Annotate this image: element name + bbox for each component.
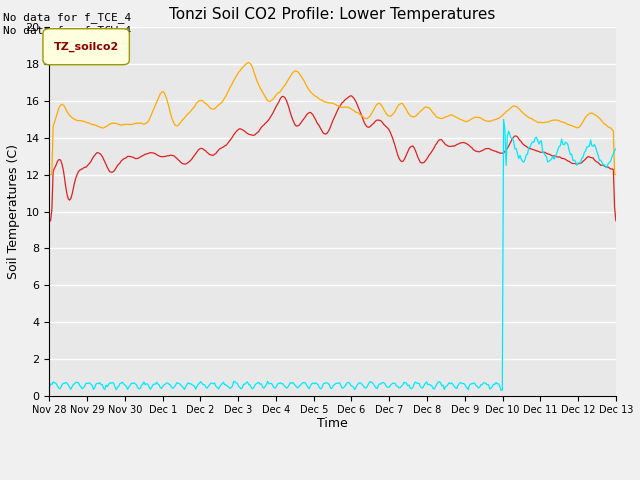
Tree −8cm — [45, 172, 53, 178]
Tree −8cm — [604, 124, 612, 130]
Tree2 −8cm — [45, 384, 53, 390]
Tree2 −8cm — [109, 380, 116, 385]
Legend: Open −8cm, Tree −8cm, Tree2 −8cm: Open −8cm, Tree −8cm, Tree2 −8cm — [149, 478, 516, 480]
Tree −8cm — [245, 60, 253, 65]
Line: Tree −8cm: Tree −8cm — [49, 62, 616, 175]
Tree2 −8cm — [497, 387, 505, 393]
Tree −8cm — [140, 121, 148, 127]
Open −8cm — [589, 155, 597, 161]
X-axis label: Time: Time — [317, 417, 348, 430]
Line: Open −8cm: Open −8cm — [49, 96, 616, 221]
Line: Tree2 −8cm: Tree2 −8cm — [49, 120, 616, 390]
Tree2 −8cm — [365, 381, 372, 386]
Open −8cm — [612, 218, 620, 224]
Tree −8cm — [589, 111, 597, 117]
Tree2 −8cm — [591, 142, 598, 147]
Text: TZ_soilco2: TZ_soilco2 — [54, 42, 119, 52]
Y-axis label: Soil Temperatures (C): Soil Temperatures (C) — [7, 144, 20, 279]
Tree2 −8cm — [500, 117, 508, 122]
Tree −8cm — [366, 114, 374, 120]
Tree −8cm — [612, 172, 620, 178]
Open −8cm — [457, 140, 465, 145]
Tree2 −8cm — [456, 381, 463, 386]
Open −8cm — [140, 152, 148, 158]
Text: No data for f_TCE_4: No data for f_TCE_4 — [3, 12, 131, 23]
Open −8cm — [45, 218, 53, 224]
Tree2 −8cm — [612, 146, 620, 152]
Open −8cm — [366, 124, 374, 130]
Text: No data for f_TCW_4: No data for f_TCW_4 — [3, 25, 131, 36]
Tree2 −8cm — [140, 379, 148, 385]
Tree −8cm — [109, 120, 116, 126]
Tree2 −8cm — [605, 159, 613, 165]
Title: Tonzi Soil CO2 Profile: Lower Temperatures: Tonzi Soil CO2 Profile: Lower Temperatur… — [170, 7, 496, 22]
Open −8cm — [347, 93, 355, 98]
Open −8cm — [109, 169, 116, 175]
Tree −8cm — [457, 117, 465, 122]
Open −8cm — [604, 164, 612, 170]
